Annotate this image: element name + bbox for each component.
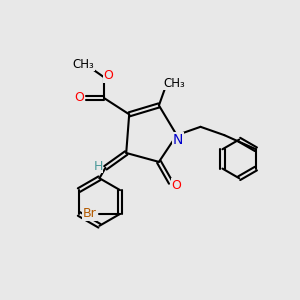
- Text: CH₃: CH₃: [73, 58, 94, 71]
- Text: N: N: [173, 133, 183, 147]
- Text: O: O: [103, 69, 113, 82]
- Text: O: O: [171, 178, 181, 192]
- Text: O: O: [75, 92, 85, 104]
- Text: CH₃: CH₃: [164, 76, 185, 90]
- Text: H: H: [93, 160, 103, 173]
- Text: Br: Br: [83, 207, 97, 220]
